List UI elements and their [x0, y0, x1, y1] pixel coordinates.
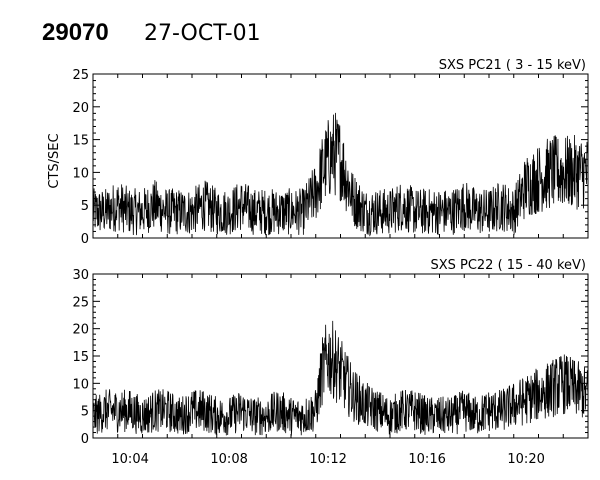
y-axis-label: CTS/SEC	[47, 133, 62, 188]
y-tick-label: 20	[72, 101, 89, 116]
y-tick-label: 10	[72, 166, 89, 181]
y-tick-label: 15	[72, 134, 89, 149]
observation-id: 29070	[42, 19, 109, 46]
x-tick-label: 10:16	[408, 452, 445, 467]
y-tick-label: 20	[72, 323, 89, 338]
panel-2: 0 5 10 15 20 25 30 10:04 10:08 10:12 10:16 10:20 SXS…	[72, 258, 589, 467]
y-tick-label: 30	[72, 268, 89, 283]
panel-title: SXS PC21 ( 3 - 15 keV)	[439, 58, 586, 73]
y-tick-label: 5	[81, 199, 89, 214]
series-line-1	[92, 320, 589, 436]
y-tick-label: 25	[72, 68, 89, 83]
y-tick-label: 5	[81, 405, 89, 420]
x-tick-label: 10:20	[507, 452, 544, 467]
observation-date: 27-OCT-01	[144, 21, 261, 46]
y-tick-label: 0	[81, 232, 89, 247]
y-tick-label: 10	[72, 377, 89, 392]
panel-title: SXS PC22 ( 15 - 40 keV)	[430, 258, 586, 273]
y-tick-label: 25	[72, 295, 89, 310]
x-tick-label: 10:08	[210, 452, 247, 467]
series-line-1	[92, 112, 589, 237]
y-tick-label: 15	[72, 350, 89, 365]
x-tick-label: 10:04	[111, 452, 148, 467]
x-tick-label: 10:12	[309, 452, 346, 467]
panel-1: 0 5 10 15 20 25 SXS PC21 ( 3 - 15 keV) CTS/SEC	[47, 58, 589, 247]
y-tick-label: 0	[81, 432, 89, 447]
